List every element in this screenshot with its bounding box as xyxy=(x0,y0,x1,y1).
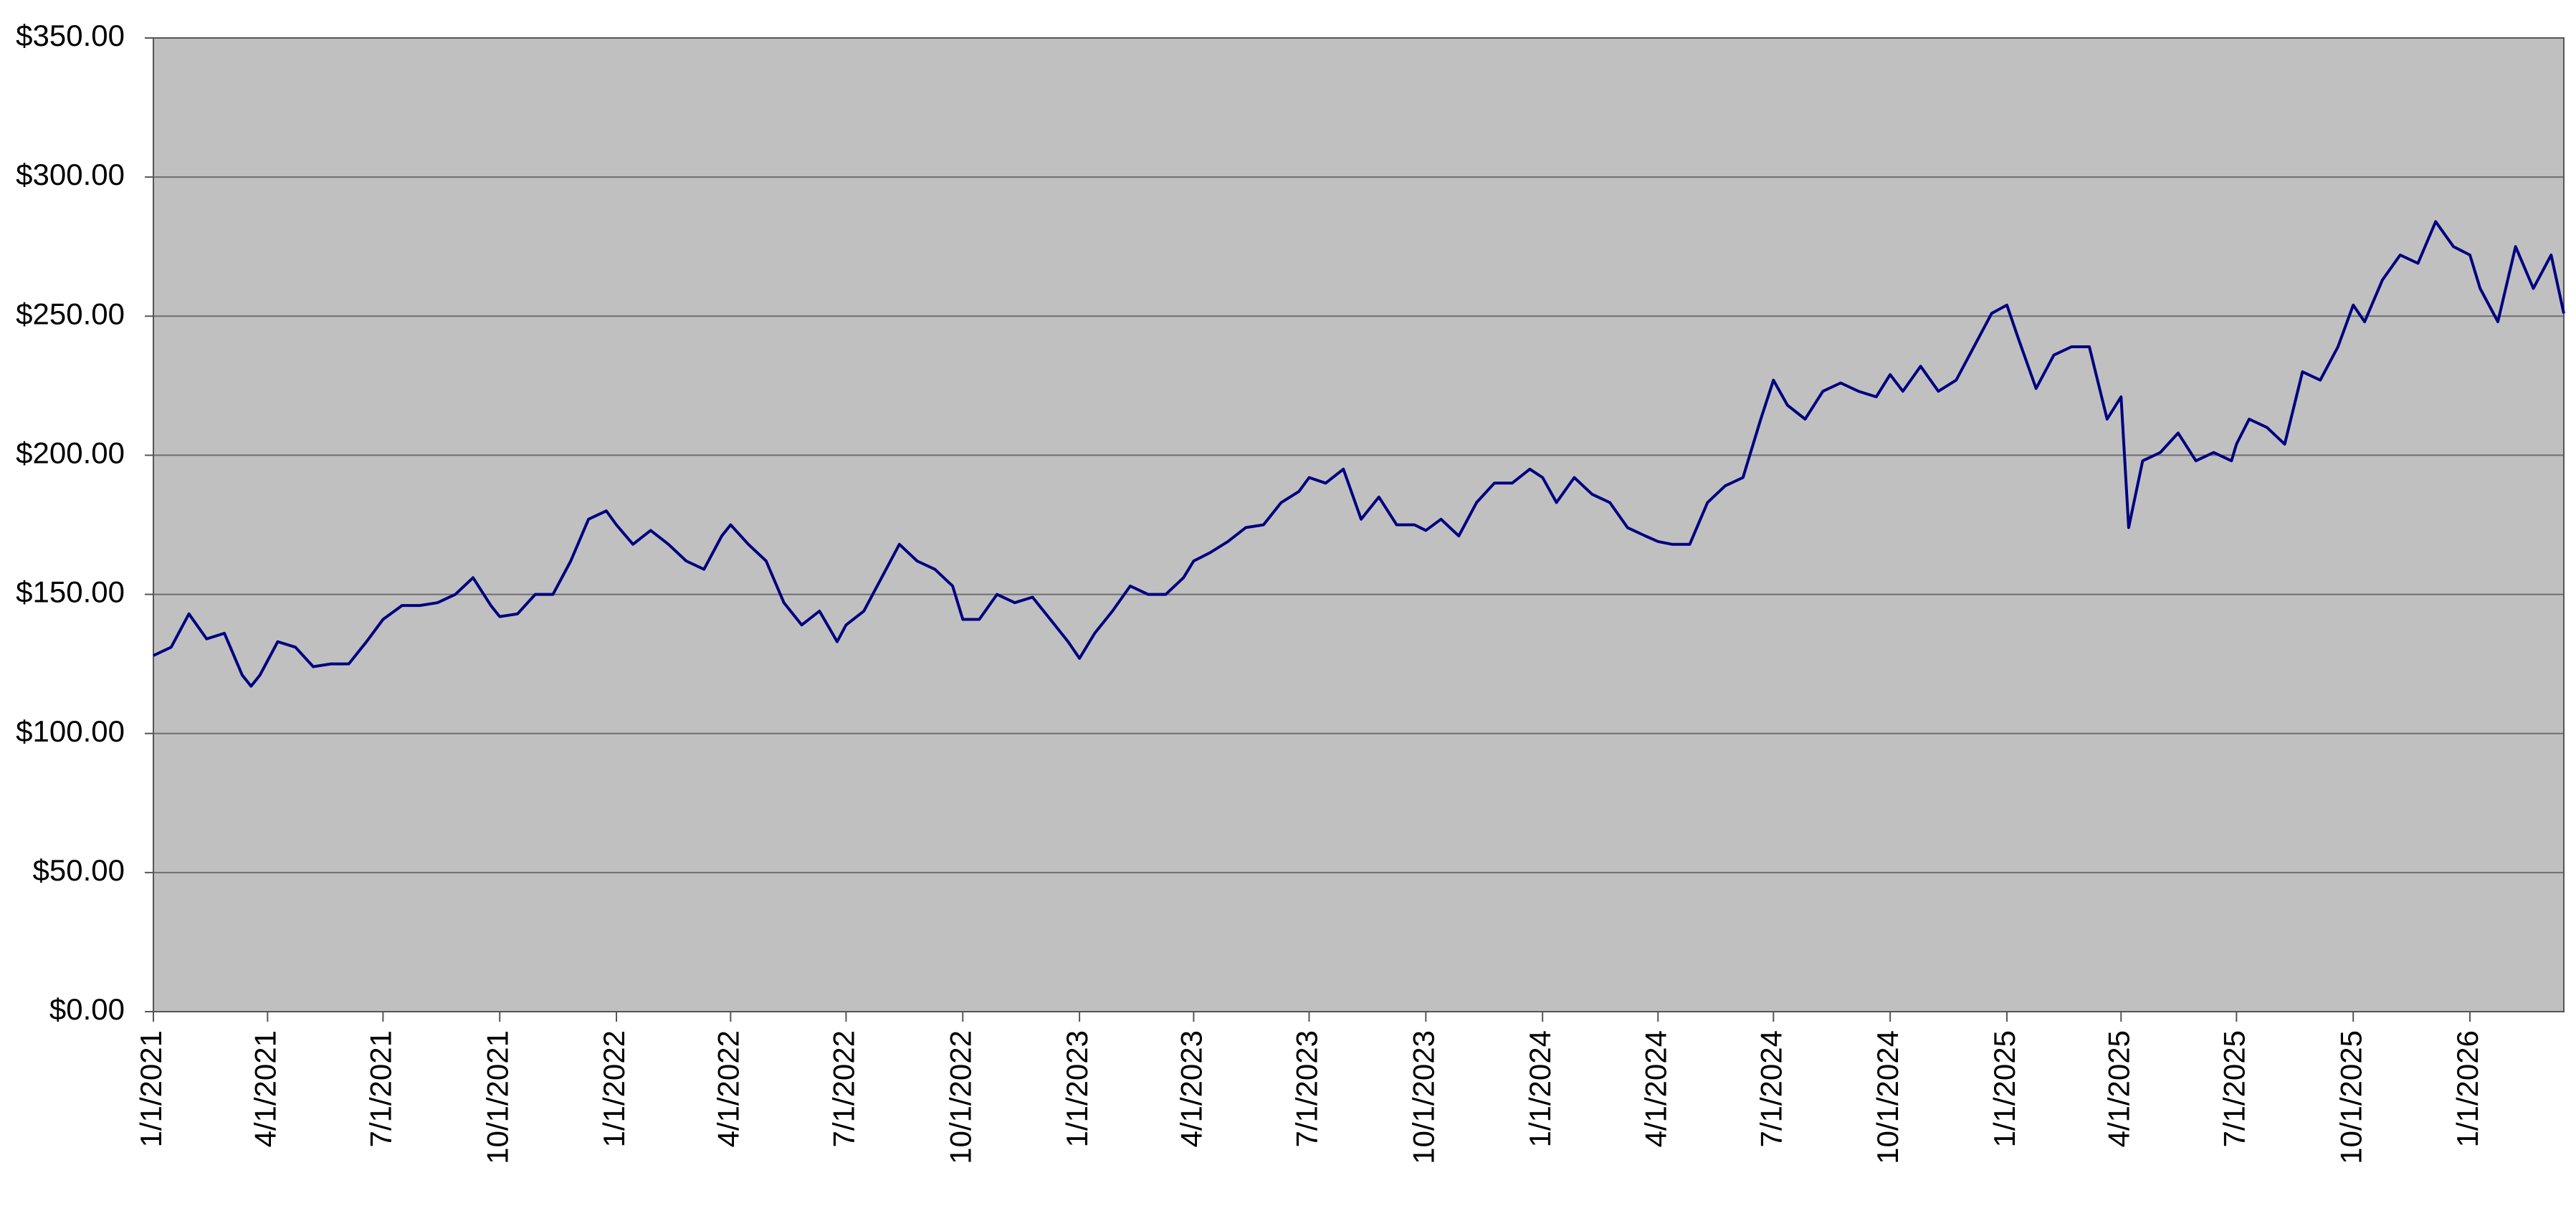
x-tick-label: 7/1/2022 xyxy=(827,1030,861,1148)
x-tick-label: 4/1/2023 xyxy=(1174,1030,1208,1148)
y-tick-label: $150.00 xyxy=(16,575,125,609)
x-tick-label: 10/1/2025 xyxy=(2334,1030,2367,1164)
x-tick-label: 7/1/2025 xyxy=(2217,1030,2251,1148)
x-tick-label: 10/1/2021 xyxy=(480,1030,514,1164)
x-tick-label: 4/1/2021 xyxy=(248,1030,282,1148)
x-tick-label: 10/1/2024 xyxy=(1871,1030,1904,1164)
x-tick-label: 1/1/2025 xyxy=(1988,1030,2021,1148)
x-tick-label: 1/1/2022 xyxy=(597,1030,631,1148)
x-tick-label: 7/1/2021 xyxy=(363,1030,397,1148)
x-tick-label: 7/1/2023 xyxy=(1290,1030,1324,1148)
x-tick-label: 4/1/2022 xyxy=(711,1030,745,1148)
x-tick-label: 10/1/2023 xyxy=(1406,1030,1440,1164)
y-tick-label: $100.00 xyxy=(16,714,125,748)
price-line xyxy=(153,220,2565,688)
x-tick-label: 1/1/2021 xyxy=(134,1030,168,1148)
y-tick-label: $250.00 xyxy=(16,297,125,330)
y-tick-label: $300.00 xyxy=(16,158,125,191)
x-tick-label: 1/1/2023 xyxy=(1060,1030,1094,1148)
x-tick-label: 1/1/2026 xyxy=(2451,1030,2484,1148)
y-tick-label: $50.00 xyxy=(33,853,125,887)
y-tick-label: $200.00 xyxy=(16,436,125,470)
x-tick-label: 4/1/2024 xyxy=(1638,1030,1672,1148)
plot-border xyxy=(153,37,2565,1012)
x-tick-label: 4/1/2025 xyxy=(2102,1030,2135,1148)
x-tick-label: 7/1/2024 xyxy=(1754,1030,1788,1148)
x-tick-label: 1/1/2024 xyxy=(1523,1030,1557,1148)
y-tick-label: $350.00 xyxy=(16,19,125,52)
plot-area xyxy=(153,38,2564,1012)
x-tick-label: 10/1/2022 xyxy=(943,1030,977,1164)
y-tick-label: $0.00 xyxy=(49,992,125,1026)
